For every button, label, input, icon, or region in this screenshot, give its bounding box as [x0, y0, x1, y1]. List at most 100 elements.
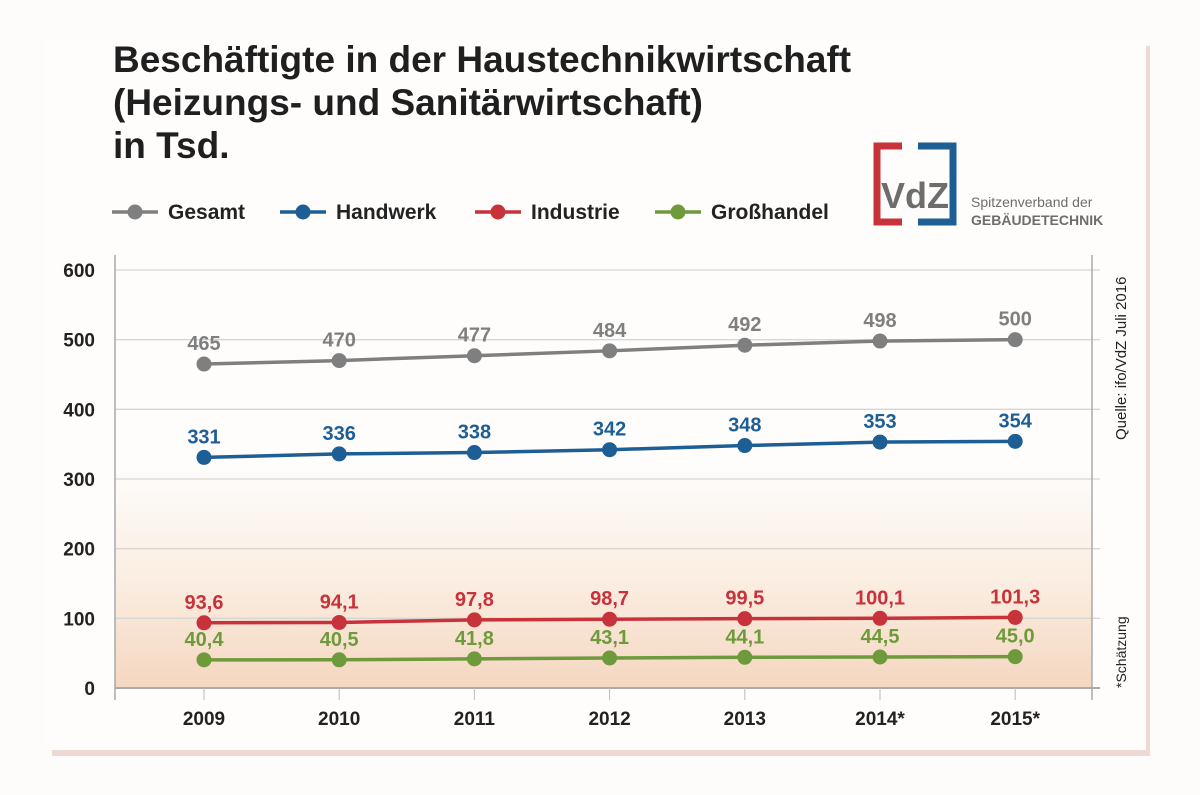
logo-line-2: GEBÄUDETECHNIK: [971, 212, 1103, 228]
data-label: 101,3: [990, 586, 1040, 608]
data-point: [466, 612, 482, 628]
data-point: [872, 610, 888, 626]
data-point: [196, 449, 212, 465]
data-label: 44,1: [725, 626, 764, 648]
footnote: *Schätzung: [1113, 616, 1129, 688]
y-tick-label: 400: [63, 400, 95, 421]
legend-label: Gesamt: [168, 201, 245, 224]
data-label: 40,4: [185, 629, 225, 651]
y-tick-label: 200: [63, 540, 95, 561]
series-gesamt: 465 470 477 484 492 498 500: [187, 309, 1032, 372]
legend-item-industrie: Industrie: [475, 201, 620, 224]
legend-label: Industrie: [531, 201, 620, 224]
data-label: 97,8: [455, 589, 494, 611]
data-label: 338: [458, 422, 491, 444]
source-note: Quelle: ifo/VdZ Juli 2016: [1113, 277, 1130, 440]
y-tick-label: 500: [63, 331, 95, 352]
data-label: 348: [728, 415, 761, 437]
data-label: 470: [323, 330, 356, 352]
legend-label: Handwerk: [336, 201, 437, 224]
data-label: 342: [593, 419, 626, 441]
x-tick-label: 2012: [588, 709, 630, 730]
chart-title-line-1: Beschäftigte in der Haustechnikwirtschaf…: [113, 39, 851, 80]
data-label: 94,1: [320, 591, 359, 613]
series-handwerk: 331 336 338 342 348 353 354: [187, 410, 1033, 465]
x-tick-label: 2009: [183, 709, 225, 730]
data-label: 492: [728, 314, 761, 336]
x-tick-label: 2014*: [855, 709, 905, 730]
data-point: [331, 614, 347, 630]
legend-item-gesamt: Gesamt: [112, 201, 245, 224]
data-label: 331: [187, 426, 220, 448]
data-label: 44,5: [861, 626, 900, 648]
data-label: 100,1: [855, 587, 905, 609]
data-point: [872, 434, 888, 450]
data-point: [466, 445, 482, 461]
data-label: 354: [999, 410, 1033, 432]
x-tick-label: 2011: [454, 709, 496, 730]
axes: 0 100 200 300 400 500 600 2009 2010 2011 2012 2013 2…: [63, 255, 1093, 730]
data-point: [466, 651, 482, 667]
data-label: 500: [999, 309, 1032, 331]
data-point: [196, 652, 212, 668]
data-label: 465: [187, 333, 220, 355]
legend-item-handwerk: Handwerk: [280, 201, 437, 224]
data-label: 43,1: [590, 627, 629, 649]
series-großhandel: 40,4 40,5 41,8 43,1 44,1 44,5 45,0: [185, 626, 1035, 668]
y-tick-label: 300: [63, 470, 95, 491]
legend-marker: [127, 204, 143, 220]
legend-marker: [490, 204, 506, 220]
logo-mark: VdZ: [881, 175, 949, 216]
legend-marker: [295, 204, 311, 220]
logo-line-1: Spitzenverband der: [971, 194, 1093, 210]
data-point: [602, 611, 618, 627]
data-label: 353: [863, 411, 896, 433]
legend: Gesamt Handwerk Industrie Großhandel: [112, 201, 829, 224]
data-point: [331, 652, 347, 668]
data-point: [737, 649, 753, 665]
data-label: 98,7: [590, 588, 629, 610]
data-point: [737, 337, 753, 353]
data-point: [602, 442, 618, 458]
data-point: [872, 649, 888, 665]
x-tick-label: 2010: [318, 709, 360, 730]
vdz-logo: VdZ Spitzenverband der GEBÄUDETECHNIK: [873, 142, 1103, 228]
chart-title-line-3: in Tsd.: [113, 125, 229, 166]
y-tick-label: 0: [84, 679, 95, 700]
data-point: [602, 343, 618, 359]
chart-title-line-2: (Heizungs- und Sanitärwirtschaft): [113, 82, 703, 123]
legend-label: Großhandel: [711, 201, 829, 224]
data-point: [466, 348, 482, 364]
series-industrie: 93,6 94,1 97,8 98,7 99,5 100,1 101,3: [185, 586, 1040, 631]
data-label: 99,5: [725, 588, 764, 610]
data-point: [737, 611, 753, 627]
data-point: [331, 446, 347, 462]
data-label: 498: [863, 310, 896, 332]
y-tick-label: 600: [63, 261, 95, 282]
x-tick-label: 2015*: [990, 709, 1040, 730]
data-point: [331, 353, 347, 369]
data-point: [1007, 649, 1023, 665]
x-tick-label: 2013: [724, 709, 766, 730]
data-point: [737, 438, 753, 454]
data-point: [1007, 332, 1023, 348]
y-tick-label: 100: [63, 609, 95, 630]
data-label: 484: [593, 320, 627, 342]
data-label: 93,6: [185, 592, 224, 614]
data-label: 45,0: [996, 626, 1035, 648]
data-point: [602, 650, 618, 666]
data-point: [872, 333, 888, 349]
plot-gradient: [115, 470, 1092, 688]
data-point: [196, 615, 212, 631]
data-point: [1007, 609, 1023, 625]
legend-item-großhandel: Großhandel: [655, 201, 829, 224]
data-label: 40,5: [320, 629, 359, 651]
data-point: [1007, 433, 1023, 449]
data-label: 41,8: [455, 628, 494, 650]
data-label: 336: [323, 423, 356, 445]
data-point: [196, 356, 212, 372]
data-label: 477: [458, 325, 491, 347]
legend-marker: [670, 204, 686, 220]
